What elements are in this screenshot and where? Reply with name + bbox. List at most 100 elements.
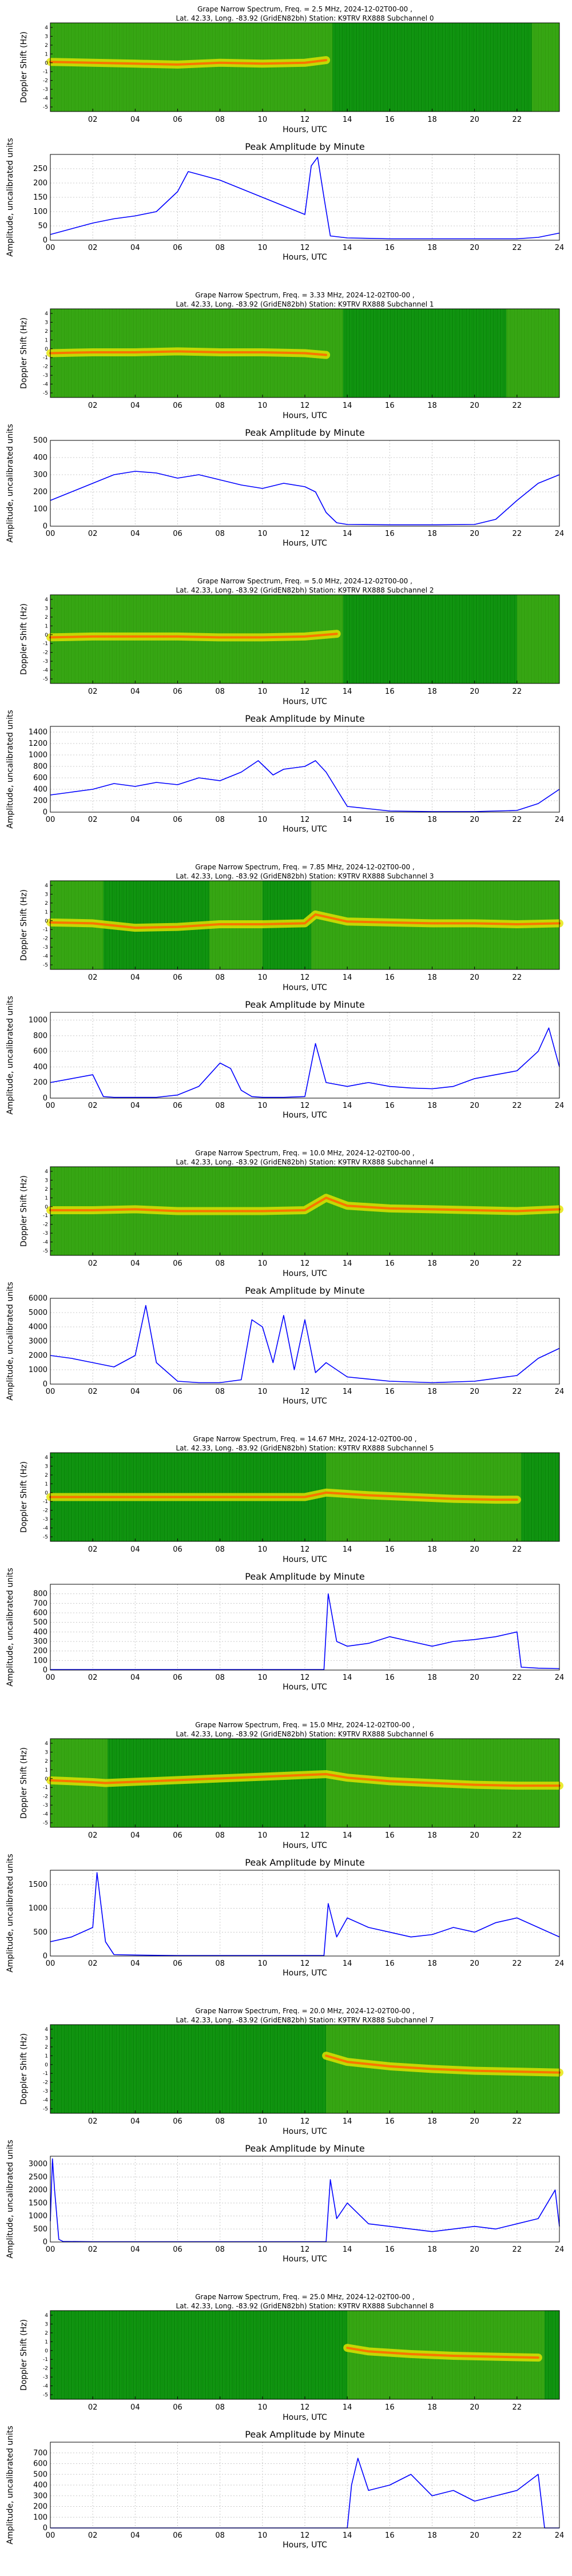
peak-series-line [50,2158,560,2243]
spectrum-ylabel: Doppler Shift (Hz) [19,1747,29,1819]
peak-xtick-label: 20 [470,1102,479,1110]
spectrum-xtick-label: 22 [513,2117,522,2126]
peak-xtick-label: 12 [300,530,310,538]
doppler-trace [346,2347,539,2359]
peak-ytick-label: 0 [43,2524,47,2533]
peak-ytick-label: 0 [43,522,47,531]
peak-xtick-label: 02 [88,816,98,824]
spectrum-title: Grape Narrow Spectrum, Freq. = 15.0 MHz,… [195,1721,414,1729]
peak-xtick-label: 02 [88,244,98,252]
spectrum-ytick-label: 1 [45,51,48,57]
peak-xtick-label: 06 [173,2531,182,2540]
spectrum-ytick-label: 2 [45,1473,48,1478]
spectrum-ytick-label: -5 [43,1535,48,1540]
spectrum-xtick-label: 18 [427,2403,437,2412]
spectrum-xtick-label: 22 [513,1831,522,1840]
peak-ytick-label: 5000 [29,1309,47,1317]
peak-series-line [50,2458,559,2529]
peak-xtick-label: 10 [258,244,268,252]
spectrum-xtick-label: 12 [300,687,310,696]
peak-amplitude-panel: Peak Amplitude by Minute0200400600800100… [6,996,564,1120]
spectrum-panel-0: Grape Narrow Spectrum, Freq. = 2.5 MHz, … [19,5,560,134]
peak-xtick-label: 20 [470,816,479,824]
peak-ytick-label: 600 [33,1047,47,1056]
peak-ytick-label: 600 [33,774,47,782]
peak-xtick-label: 04 [130,1673,140,1682]
peak-amplitude-panel: Peak Amplitude by Minute 0 50 100 150 200 250 0… [6,138,564,262]
peak-xtick-label: 20 [470,1959,479,1968]
spectrum-ytick-label: 4 [45,883,48,889]
peak-xtick-label: 04 [130,2245,140,2254]
peak-xtick-label: 04 [130,244,140,252]
peak-title: Peak Amplitude by Minute [245,1857,365,1868]
spectrum-xtick-label: 10 [258,116,268,124]
spectrum-xtick-label: 04 [130,116,140,124]
spectrum-panel-3: Grape Narrow Spectrum, Freq. = 7.85 MHz,… [19,863,563,992]
spectrum-xtick-label: 02 [88,1259,98,1268]
spectrum-ytick-label: -4 [43,2098,48,2104]
peak-xtick-label: 16 [385,1388,395,1396]
peak-title: Peak Amplitude by Minute [245,713,365,724]
peak-frame [50,440,560,527]
doppler-trace [49,1196,561,1213]
spectrum-xtick-label: 02 [88,687,98,696]
peak-ytick-label: 0 [43,1666,47,1675]
spectrum-ytick-label: -3 [43,87,48,93]
spectrum-ylabel: Doppler Shift (Hz) [19,603,29,675]
spectrum-ytick-label: -2 [43,1794,48,1800]
spectrum-xtick-label: 14 [343,2403,352,2412]
spectrum-subtitle: Lat. 42.33, Long. -83.92 (GridEN82bh) St… [176,586,434,594]
spectrum-xtick-label: 16 [385,2403,395,2412]
spectrum-xtick-label: 18 [427,687,437,696]
peak-xtick-label: 04 [130,816,140,824]
spectrum-ytick-label: 4 [45,1169,48,1175]
spectrum-ytick-label: -1 [43,1213,48,1219]
peak-xtick-label: 06 [173,816,182,824]
spectrum-xtick-label: 22 [513,116,522,124]
peak-ylabel: Amplitude, uncalibrated units [6,1282,15,1401]
peak-xtick-label: 14 [343,1673,352,1682]
peak-xtick-label: 00 [46,244,55,252]
spectrum-ytick-label: 2 [45,2331,48,2336]
peak-xtick-label: 18 [427,2531,437,2540]
peak-xtick-label: 08 [215,244,225,252]
peak-series-line [50,1305,560,1384]
peak-ytick-label: 1000 [29,1366,47,1374]
doppler-trace [49,913,561,929]
spectrum-ytick-label: 4 [45,597,48,603]
peak-xtick-label: 06 [173,244,182,252]
spectrum-xtick-label: 14 [343,2117,352,2126]
peak-xtick-label: 04 [130,1959,140,1968]
peak-xtick-label: 02 [88,1102,98,1110]
peak-xtick-label: 00 [46,816,55,824]
spectrum-ytick-label: 4 [45,1741,48,1747]
peak-xtick-label: 12 [300,1102,310,1110]
peak-ytick-label: 1500 [29,1881,47,1889]
spectrum-ytick-label: -1 [43,69,48,75]
peak-xtick-label: 20 [470,2531,479,2540]
spectrum-ylabel: Doppler Shift (Hz) [19,2033,29,2105]
spectrum-ytick-label: -2 [43,2366,48,2372]
peak-xtick-label: 20 [470,2245,479,2254]
spectrum-ytick-label: 1 [45,623,48,629]
spectrum-ylabel: Doppler Shift (Hz) [19,1461,29,1533]
spectrum-subtitle: Lat. 42.33, Long. -83.92 (GridEN82bh) St… [176,1158,434,1166]
peak-series-line [50,471,560,526]
spectrum-ytick-label: 4 [45,2313,48,2319]
spectrum-xtick-label: 04 [130,687,140,696]
peak-series-line [50,157,560,240]
peak-xlabel: Hours, UTC [283,253,327,262]
doppler-trace [49,633,338,639]
peak-ytick-label: 500 [33,436,47,445]
peak-xtick-label: 00 [46,1959,55,1968]
peak-xtick-label: 10 [258,2531,268,2540]
peak-ytick-label: 400 [33,1063,47,1071]
peak-xtick-label: 18 [427,1102,437,1110]
spectrum-xtick-label: 06 [173,2117,182,2126]
peak-ytick-label: 3000 [29,2160,47,2169]
spectrum-ytick-label: -3 [43,373,48,379]
spectrum-ytick-label: -3 [43,659,48,665]
spectrum-ytick-label: 0 [45,1490,48,1496]
peak-ytick-label: 0 [43,1952,47,1961]
spectrum-ytick-label: -5 [43,2392,48,2398]
